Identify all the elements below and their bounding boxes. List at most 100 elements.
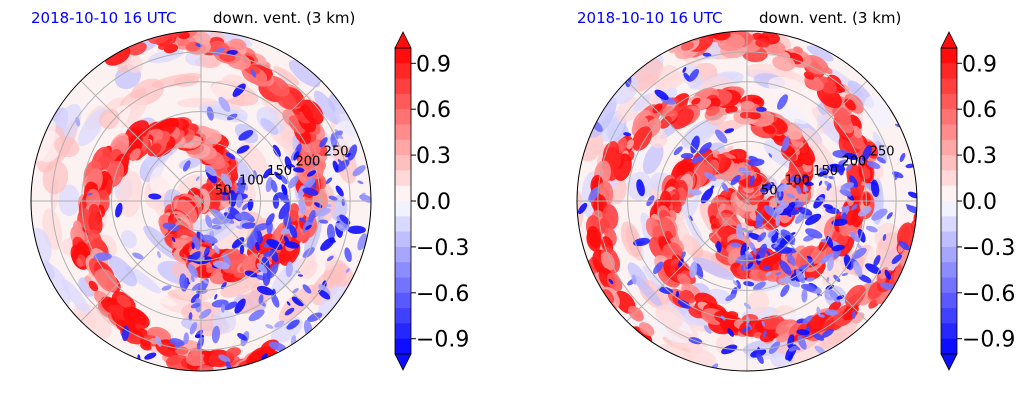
negative-cell [212, 260, 230, 270]
negative-cell [805, 213, 822, 226]
negative-cell [762, 265, 771, 270]
negative-cell [318, 284, 331, 296]
colorbar-segment [395, 63, 411, 80]
negative-cell [905, 163, 915, 169]
negative-cell [774, 245, 793, 254]
negative-cell [608, 278, 614, 285]
positive-cell [628, 305, 644, 322]
positive-cell [751, 97, 763, 105]
negative-cell [688, 68, 699, 82]
field-cell [332, 120, 360, 147]
negative-cell [700, 188, 714, 204]
positive-cell [668, 242, 684, 260]
negative-cell [735, 279, 741, 290]
negative-cell [319, 219, 329, 224]
colorbar-segment [941, 277, 957, 294]
positive-cell [116, 294, 132, 308]
negative-cell [775, 271, 782, 276]
negative-cell [865, 225, 878, 233]
negative-cell [653, 261, 664, 274]
negative-cell [190, 293, 200, 303]
negative-cell [780, 284, 790, 297]
negative-cell [673, 146, 683, 156]
negative-cell [826, 296, 835, 301]
negative-cell [266, 238, 283, 250]
negative-cell [326, 255, 334, 262]
colorbar-extend-min [940, 353, 958, 371]
negative-cell [743, 281, 755, 287]
negative-cell [768, 209, 773, 216]
negative-cell [892, 171, 904, 179]
positive-cell [688, 306, 705, 319]
positive-cell [241, 253, 261, 271]
negative-cell [286, 301, 291, 306]
negative-cell [727, 328, 734, 337]
negative-cell [831, 244, 845, 252]
negative-cell [274, 320, 285, 328]
colorbar-segment [395, 338, 411, 355]
negative-cell [213, 245, 220, 254]
colorbar-tick-label: 0.9 [962, 52, 997, 77]
field-cell [816, 114, 844, 145]
grid-spoke [746, 200, 868, 322]
negative-cell [797, 335, 807, 350]
negative-cell [347, 144, 358, 161]
positive-cell [205, 266, 216, 274]
field-cell [747, 289, 770, 314]
colorbar-tick-label: −0.9 [416, 328, 469, 353]
field-cell [151, 73, 202, 88]
negative-cell [115, 202, 123, 218]
colorbar-segment [395, 155, 411, 171]
positive-cell [705, 106, 720, 117]
negative-cell [787, 253, 796, 267]
radial-tick-label: 200 [841, 154, 866, 169]
positive-cell [243, 366, 258, 371]
title-variable: down. vent. (3 km) [213, 9, 355, 27]
positive-cell [640, 344, 655, 357]
negative-cell [236, 145, 250, 154]
negative-cell [132, 252, 144, 260]
colorbar-segment [395, 323, 411, 340]
negative-cell [761, 320, 765, 327]
positive-cell [752, 32, 764, 41]
negative-cell [352, 165, 366, 177]
polar-frame [576, 30, 918, 372]
positive-cell [95, 268, 118, 293]
negative-cell [262, 168, 272, 179]
negative-cell [161, 285, 172, 291]
field-cell [620, 221, 642, 258]
positive-cell [87, 229, 103, 250]
radial-tick-label: 250 [870, 145, 895, 160]
field-cell [126, 55, 143, 73]
negative-cell [326, 223, 336, 242]
field-cell [633, 93, 651, 112]
negative-cell [873, 255, 881, 267]
negative-cell [691, 156, 704, 164]
negative-cell [206, 106, 214, 121]
negative-cell [238, 129, 254, 141]
polar-chart-left: 2018-10-10 16 UTC down. vent. (3 km) 50 100… [30, 9, 469, 372]
negative-cell [171, 236, 176, 243]
negative-cell [853, 261, 863, 277]
negative-cell [301, 177, 316, 191]
negative-cell [779, 260, 792, 275]
negative-cell [308, 209, 316, 223]
negative-cell [823, 204, 834, 209]
positive-cell [652, 103, 663, 114]
positive-cell [185, 352, 208, 367]
field-cell [642, 142, 664, 175]
negative-cell [789, 174, 796, 182]
colorbar-segment [395, 124, 411, 141]
negative-cell [795, 185, 802, 195]
positive-cell [691, 97, 701, 105]
positive-cell [110, 304, 128, 320]
colorbar-segment [395, 109, 411, 125]
negative-cell [858, 274, 872, 283]
title-date: 2018-10-10 16 UTC [31, 9, 177, 27]
colorbar-segment [941, 155, 957, 171]
negative-cell [357, 180, 364, 185]
negative-cell [345, 152, 352, 158]
field-cell [874, 140, 887, 164]
positive-cell [229, 38, 247, 50]
colorbar-tick-label: 0.6 [416, 98, 451, 123]
